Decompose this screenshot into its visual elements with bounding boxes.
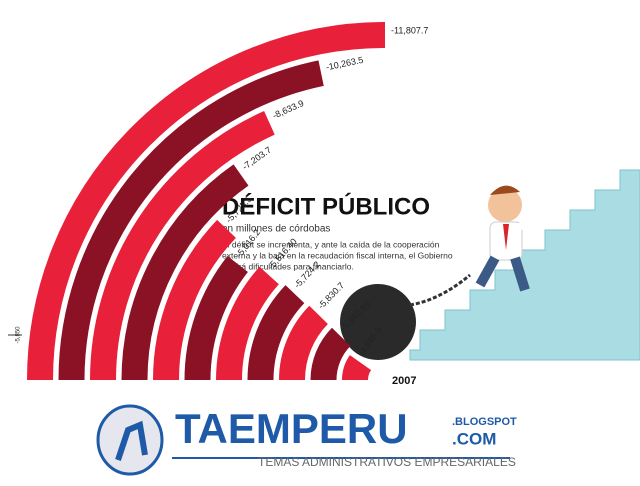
description-line: El déficit se incrementa, y ante la caíd… bbox=[222, 239, 440, 249]
man bbox=[475, 185, 544, 292]
brand-tagline: TEMAS ADMINISTRATIVOS EMPRESARIALES bbox=[258, 455, 516, 469]
ball bbox=[340, 284, 416, 360]
bar bbox=[279, 305, 329, 381]
chain bbox=[409, 273, 471, 307]
brand-suffix: .COM bbox=[452, 429, 496, 448]
title: DÉFICIT PÚBLICO bbox=[222, 192, 430, 220]
description-line: tendrá dificultades para financiarlo. bbox=[222, 261, 354, 271]
year-label: 2007 bbox=[392, 375, 416, 387]
bar bbox=[90, 110, 275, 381]
bar bbox=[121, 164, 249, 381]
left-label: -5,850 bbox=[16, 326, 22, 344]
description-line: externa y la baja en la recaudación fisc… bbox=[222, 250, 453, 260]
subtitle: en millones de córdobas bbox=[222, 224, 330, 235]
bar bbox=[58, 60, 324, 381]
value-label: -8,633.9 bbox=[271, 98, 305, 121]
brand-suffix: .BLOGSPOT bbox=[452, 416, 517, 428]
logo bbox=[96, 404, 510, 476]
value-label: -10,263.5 bbox=[325, 55, 364, 73]
stairs bbox=[409, 169, 640, 361]
bar bbox=[216, 266, 280, 381]
brand-name: TAEMPERU bbox=[175, 405, 408, 452]
bar bbox=[184, 255, 249, 381]
bar bbox=[153, 219, 237, 381]
value-label: -5,830.7 bbox=[316, 280, 346, 311]
bar bbox=[247, 285, 305, 381]
bar bbox=[27, 22, 386, 381]
bar bbox=[341, 355, 372, 381]
value-label: -11,807.7 bbox=[391, 25, 428, 35]
bar bbox=[310, 327, 351, 381]
